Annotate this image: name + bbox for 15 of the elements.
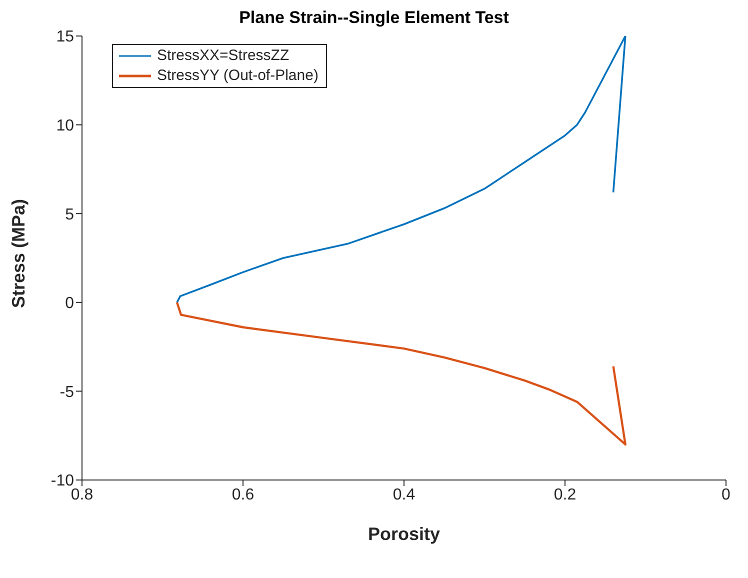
y-tick-label: 15	[56, 28, 74, 46]
line-series	[176, 301, 626, 446]
y-tick-label: 5	[65, 206, 74, 224]
y-axis-title: Stress (MPa)	[8, 198, 28, 308]
legend-label: StressXX=StressZZ	[157, 46, 290, 66]
x-tick-label: 0.4	[392, 486, 416, 504]
x-tick-label: 0.6	[232, 486, 254, 504]
x-axis-title: Porosity	[368, 524, 440, 544]
x-tick-label: 0.2	[554, 486, 576, 504]
y-tick-label: -5	[60, 384, 74, 401]
legend-label: StressYY (Out-of-Plane)	[157, 66, 318, 86]
x-tick-label: 0	[722, 486, 731, 504]
y-tick-label: 0	[65, 295, 74, 312]
y-tick-label: 10	[56, 117, 74, 134]
chart-title: Plane Strain--Single Element Test	[238, 8, 510, 29]
